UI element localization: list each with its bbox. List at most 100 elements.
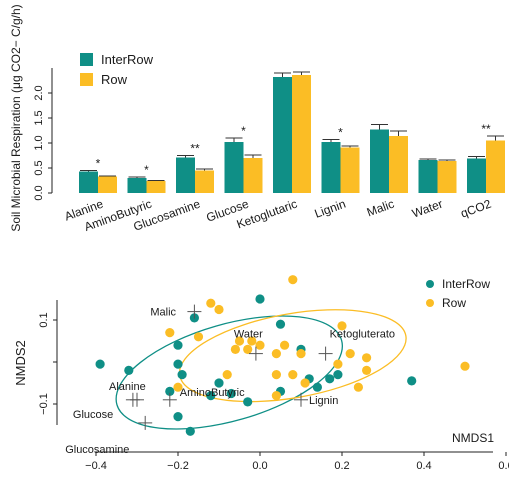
vector-label: Ketogluterato bbox=[330, 329, 395, 341]
point-row bbox=[234, 336, 245, 346]
bar-x-tick-label: Malic bbox=[365, 197, 396, 220]
point-interrow bbox=[226, 388, 236, 399]
point-row bbox=[362, 353, 372, 363]
significance-marker: * bbox=[338, 126, 343, 140]
bar-y-ticks: 0.0 0.5 1.0 1.5 2.0 bbox=[33, 85, 52, 201]
bar-row bbox=[98, 176, 117, 193]
nmds-y-tick-label: 0.1 bbox=[38, 312, 50, 327]
bar-interrow bbox=[370, 129, 389, 193]
point-row bbox=[333, 359, 343, 369]
point-row bbox=[255, 340, 265, 350]
vector-label: Glucosamine bbox=[65, 444, 129, 456]
point-row bbox=[353, 382, 363, 392]
point-row bbox=[214, 304, 224, 315]
bar-interrow bbox=[224, 142, 244, 193]
point-row bbox=[296, 349, 306, 359]
point-row bbox=[206, 298, 216, 308]
point-interrow bbox=[173, 340, 183, 350]
nmds-x-tick-label: −0.4 bbox=[85, 460, 107, 472]
point-row bbox=[288, 275, 298, 285]
point-interrow bbox=[407, 376, 417, 386]
point-row bbox=[173, 382, 183, 392]
bar-row bbox=[195, 170, 214, 193]
bar-x-tick-label: Water bbox=[410, 197, 444, 221]
point-interrow bbox=[173, 412, 183, 422]
bar-interrow bbox=[176, 157, 195, 193]
bar-legend: InterRow Row bbox=[80, 52, 154, 87]
significance-marker: * bbox=[96, 157, 101, 171]
point-row bbox=[362, 365, 372, 375]
point-row bbox=[460, 361, 470, 371]
legend-swatch-row bbox=[80, 73, 93, 86]
bar-row bbox=[292, 75, 311, 193]
nmds-x-tick-label: 0.6 bbox=[498, 460, 509, 472]
nmds-x-tick-label: 0.4 bbox=[416, 460, 431, 472]
nmds-y-ticks: −0.1 0.1 bbox=[38, 312, 57, 415]
bar-chart: Soil Microbial Respiration (μg CO2− C/g/… bbox=[9, 4, 505, 234]
bar-interrow bbox=[127, 178, 147, 193]
legend-swatch-interrow bbox=[80, 53, 93, 66]
point-row bbox=[271, 391, 281, 401]
point-row bbox=[230, 344, 240, 354]
vector-label: Malic bbox=[150, 307, 176, 319]
bar-x-tick-label: Lignin bbox=[313, 197, 348, 221]
nmds-x-tick-label: 0.0 bbox=[252, 460, 267, 472]
bar-row bbox=[486, 140, 505, 193]
point-row bbox=[271, 349, 281, 359]
point-interrow bbox=[124, 365, 134, 375]
nmds-x-tick-label: −0.2 bbox=[167, 460, 189, 472]
legend-dot-interrow bbox=[426, 280, 434, 288]
point-row bbox=[337, 321, 347, 331]
legend-dot-row bbox=[426, 299, 434, 307]
point-interrow bbox=[333, 370, 343, 380]
vector-label: Water bbox=[234, 329, 263, 341]
point-row bbox=[193, 332, 204, 342]
ellipse-interrow bbox=[115, 315, 344, 430]
point-row bbox=[165, 328, 175, 338]
bar-y-tick-label: 2.0 bbox=[33, 85, 45, 100]
point-row bbox=[280, 340, 290, 350]
point-interrow bbox=[243, 397, 253, 407]
bar-y-tick-label: 1.0 bbox=[33, 135, 45, 150]
bar-interrow bbox=[321, 142, 341, 193]
nmds-points bbox=[95, 275, 470, 436]
point-row bbox=[247, 336, 257, 346]
bars: * **** * ** bbox=[79, 71, 505, 193]
nmds-chart: Malic Water Ketogluterato Alanine AminoButyr… bbox=[13, 275, 509, 472]
significance-marker: * bbox=[241, 124, 246, 138]
point-row bbox=[243, 344, 253, 354]
bar-interrow bbox=[467, 158, 486, 193]
nmds-y-tick-label: −0.1 bbox=[38, 393, 50, 415]
significance-marker: * bbox=[144, 163, 149, 177]
point-interrow bbox=[95, 359, 105, 369]
legend-label-interrow-nmds: InterRow bbox=[442, 277, 490, 291]
point-interrow bbox=[214, 378, 224, 388]
bar-y-axis-label: Soil Microbial Respiration (μg CO2− C/g/… bbox=[9, 4, 23, 231]
legend-label-row: Row bbox=[101, 72, 128, 87]
point-interrow bbox=[275, 319, 286, 329]
nmds-y-axis-label: NMDS2 bbox=[13, 340, 28, 386]
point-interrow bbox=[325, 374, 335, 384]
legend-label-row-nmds: Row bbox=[442, 296, 466, 310]
point-row bbox=[300, 378, 310, 388]
bar-interrow bbox=[79, 171, 98, 193]
bar-row bbox=[146, 181, 166, 193]
point-interrow bbox=[177, 370, 187, 380]
point-row bbox=[222, 370, 232, 380]
bar-row bbox=[437, 161, 457, 193]
nmds-vectors: Malic Water Ketogluterato Alanine AminoButyr… bbox=[65, 304, 395, 456]
point-interrow bbox=[312, 382, 322, 392]
legend-label-interrow: InterRow bbox=[101, 52, 154, 67]
bar-y-tick-label: 0.0 bbox=[33, 185, 45, 200]
bar-y-tick-label: 0.5 bbox=[33, 160, 45, 175]
vector-label: Alanine bbox=[109, 381, 146, 393]
bar-interrow bbox=[418, 160, 438, 193]
bar-row bbox=[243, 158, 263, 193]
vector-label: Glucose bbox=[73, 409, 113, 421]
nmds-x-axis-label: NMDS1 bbox=[452, 431, 494, 445]
vector-label: AminoButyric bbox=[180, 387, 245, 399]
bar-y-tick-label: 1.5 bbox=[33, 110, 45, 125]
